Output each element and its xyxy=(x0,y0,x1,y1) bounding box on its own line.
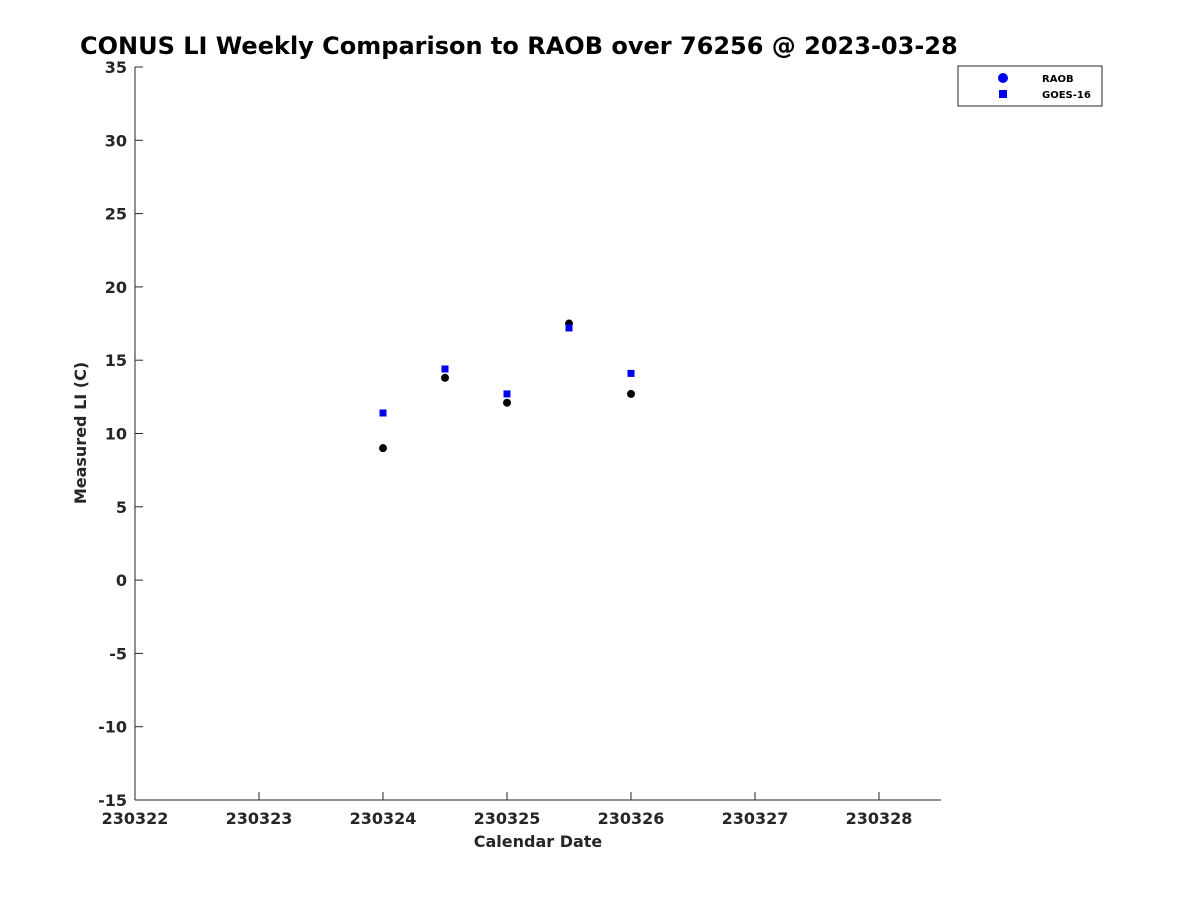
legend-label: GOES-16 xyxy=(1042,90,1091,101)
y-tick-label: 15 xyxy=(105,351,127,370)
goes16-point xyxy=(379,409,387,417)
legend-marker-circle xyxy=(998,73,1008,83)
x-tick-label: 230324 xyxy=(350,809,417,828)
legend-marker-square xyxy=(999,90,1007,98)
goes16-point xyxy=(627,369,635,377)
y-tick-label: 0 xyxy=(116,571,127,590)
x-tick-label: 230328 xyxy=(846,809,913,828)
x-tick-label: 230322 xyxy=(102,809,169,828)
goes16-point xyxy=(503,390,511,398)
raob-point xyxy=(441,373,449,382)
chart-title: CONUS LI Weekly Comparison to RAOB over … xyxy=(80,32,958,60)
legend: RAOB GOES-16 xyxy=(957,65,1103,107)
y-tick-label: 35 xyxy=(105,58,127,77)
raob-point xyxy=(379,444,387,453)
y-tick-label: 25 xyxy=(105,205,127,224)
y-tick-label: -15 xyxy=(98,791,127,810)
y-axis-label: Measured LI (C) xyxy=(71,362,90,504)
y-tick-label: 20 xyxy=(105,278,127,297)
raob-point xyxy=(503,398,511,407)
raob-point xyxy=(627,389,635,398)
legend-label: RAOB xyxy=(1042,74,1074,85)
y-ticks: -15 -10 -5 0 5 10 15 20 25 30 35 xyxy=(98,58,143,810)
y-tick-label: -10 xyxy=(98,718,127,737)
x-tick-label: 230323 xyxy=(226,809,293,828)
x-axis-label: Calendar Date xyxy=(474,832,603,851)
y-tick-label: 5 xyxy=(116,498,127,517)
x-tick-label: 230325 xyxy=(474,809,541,828)
legend-entries: RAOB GOES-16 xyxy=(998,73,1091,101)
x-ticks: 230322 230323 230324 230325 230326 230327 2303… xyxy=(102,792,913,828)
y-tick-label: 10 xyxy=(105,425,127,444)
data-points xyxy=(379,319,635,453)
goes16-point xyxy=(565,324,573,332)
y-tick-label: 30 xyxy=(105,131,127,150)
x-tick-label: 230326 xyxy=(598,809,665,828)
y-tick-label: -5 xyxy=(109,644,127,663)
axes xyxy=(134,67,941,801)
x-tick-label: 230327 xyxy=(722,809,789,828)
goes16-point xyxy=(441,365,449,373)
legend-box xyxy=(957,65,1103,107)
